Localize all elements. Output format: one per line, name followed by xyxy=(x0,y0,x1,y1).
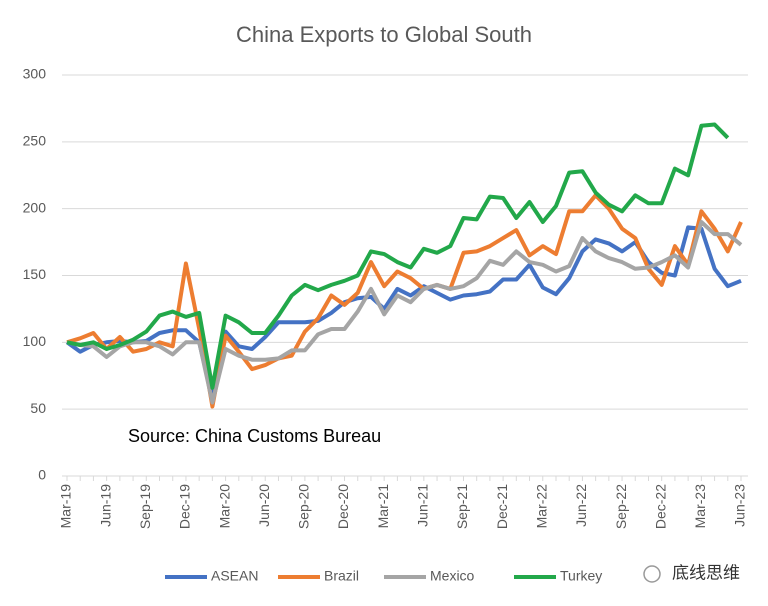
legend-label: Mexico xyxy=(430,568,475,584)
x-tick-label: Jun-22 xyxy=(573,484,589,527)
chart-title: China Exports to Global South xyxy=(236,22,532,47)
x-tick-label: Jun-21 xyxy=(415,484,431,527)
x-tick-label: Sep-21 xyxy=(454,484,470,529)
x-tick-label: Mar-22 xyxy=(533,484,549,529)
x-tick-label: Jun-23 xyxy=(732,484,748,527)
x-tick-label: Jun-19 xyxy=(97,484,113,527)
annotation: Source: China Customs Bureau xyxy=(128,426,381,446)
x-tick-label: Sep-20 xyxy=(296,484,312,529)
y-tick-label: 250 xyxy=(23,133,47,149)
x-tick-label: Sep-22 xyxy=(613,484,629,529)
legend-label: Turkey xyxy=(560,568,602,584)
y-tick-label: 200 xyxy=(23,199,47,215)
x-tick-label: Mar-21 xyxy=(375,484,391,529)
series-line xyxy=(66,220,743,405)
series-line xyxy=(66,122,730,390)
watermark: 底线思维 xyxy=(672,563,740,582)
y-tick-label: 0 xyxy=(38,467,46,483)
y-tick-label: 50 xyxy=(30,400,46,416)
y-tick-label: 300 xyxy=(23,66,47,82)
x-tick-label: Dec-20 xyxy=(335,484,351,529)
x-tick-label: Mar-23 xyxy=(692,484,708,529)
x-tick-label: Mar-20 xyxy=(216,484,232,529)
legend-label: ASEAN xyxy=(211,568,258,584)
x-tick-label: Jun-20 xyxy=(256,484,272,527)
series-line xyxy=(66,193,743,409)
legend-label: Brazil xyxy=(324,568,359,584)
x-tick-label: Dec-21 xyxy=(494,484,510,529)
x-tick-label: Sep-19 xyxy=(137,484,153,529)
y-tick-label: 150 xyxy=(23,266,47,282)
x-tick-label: Dec-19 xyxy=(177,484,193,529)
series-line xyxy=(65,225,742,401)
y-tick-label: 100 xyxy=(23,333,47,349)
x-tick-label: Mar-19 xyxy=(58,484,74,529)
x-tick-label: Dec-22 xyxy=(652,484,668,529)
watermark-icon xyxy=(643,565,661,583)
